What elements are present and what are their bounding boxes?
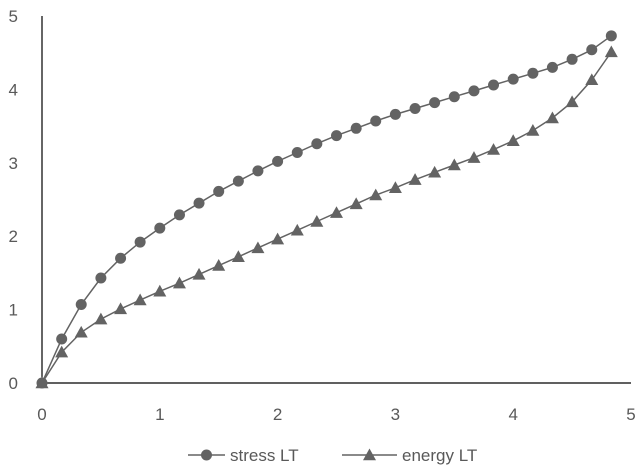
data-point-triangle [369, 188, 383, 201]
x-tick-label: 2 [273, 405, 282, 424]
data-point-circle [95, 272, 107, 284]
data-point-circle [370, 115, 382, 127]
series-line [41, 35, 612, 384]
data-point-circle [586, 44, 598, 56]
y-tick-label: 4 [9, 80, 18, 99]
legend-label: energy LT [402, 446, 477, 465]
data-point-circle [566, 53, 578, 65]
x-tick-label: 3 [391, 405, 400, 424]
data-point-triangle [487, 143, 501, 155]
data-point-circle [429, 97, 441, 109]
data-point-circle [154, 222, 166, 234]
data-point-circle [311, 138, 323, 150]
data-point-triangle [172, 276, 186, 289]
chart-series [35, 30, 618, 389]
y-tick-label: 2 [9, 227, 18, 246]
data-point-triangle [349, 197, 363, 210]
data-point-circle [134, 236, 146, 248]
y-tick-label: 3 [9, 154, 18, 173]
data-point-circle [409, 102, 421, 114]
y-tick-label: 1 [9, 301, 18, 320]
data-point-triangle [114, 302, 128, 315]
chart-legend: stress LT energy LT [188, 446, 477, 465]
data-point-triangle [604, 45, 618, 58]
data-point-triangle [251, 241, 265, 254]
x-tick-label: 1 [155, 405, 164, 424]
legend-triangle-marker [363, 448, 376, 461]
data-point-triangle [212, 259, 226, 271]
data-point-circle [291, 147, 303, 159]
data-point-triangle [192, 267, 206, 280]
data-point-circle [193, 197, 205, 209]
data-point-triangle [585, 73, 599, 86]
legend-item: energy LT [342, 446, 477, 465]
legend-item: stress LT [188, 446, 299, 465]
legend-label: stress LT [230, 446, 299, 465]
data-point-circle [173, 209, 185, 221]
tick-labels: 0 1 2 3 4 5 0 1 2 3 4 5 [9, 7, 636, 424]
data-point-circle [350, 122, 362, 134]
data-point-circle [527, 67, 539, 79]
data-point-triangle [467, 151, 481, 163]
data-point-triangle [330, 206, 343, 218]
chart-axes [41, 16, 631, 384]
data-point-circle [468, 85, 480, 97]
data-point-circle [488, 79, 500, 91]
data-point-circle [272, 155, 284, 167]
data-point-triangle [506, 134, 520, 146]
y-tick-label: 0 [9, 374, 18, 393]
data-point-triangle [271, 232, 285, 245]
data-point-triangle [231, 250, 245, 262]
x-tick-label: 0 [37, 405, 46, 424]
data-point-circle [252, 165, 264, 177]
data-point-circle [331, 130, 342, 142]
data-point-circle [56, 333, 68, 345]
data-point-triangle [388, 181, 402, 193]
x-tick-label: 4 [508, 405, 517, 424]
data-point-circle [605, 30, 617, 42]
data-point-circle [546, 61, 558, 73]
data-point-triangle [290, 223, 304, 236]
data-point-circle [213, 185, 225, 197]
data-point-circle [115, 252, 127, 264]
series-stress-lt [36, 30, 617, 389]
series-energy-lt [35, 45, 618, 389]
data-point-circle [448, 91, 460, 103]
data-point-triangle [310, 215, 324, 227]
legend-circle-marker [201, 449, 212, 461]
y-tick-label: 5 [9, 7, 18, 26]
data-point-circle [75, 298, 87, 310]
data-point-triangle [133, 293, 147, 306]
data-point-triangle [35, 376, 49, 389]
series-line [41, 51, 612, 384]
data-point-circle [389, 108, 401, 120]
data-point-triangle [74, 325, 88, 338]
data-point-triangle [408, 173, 422, 185]
x-tick-label: 5 [626, 405, 635, 424]
data-point-triangle [94, 312, 108, 325]
data-point-triangle [565, 95, 579, 108]
data-point-triangle [545, 111, 559, 124]
data-point-circle [232, 175, 244, 187]
data-point-triangle [447, 158, 461, 171]
data-point-triangle [428, 165, 442, 178]
data-point-triangle [55, 345, 69, 358]
data-point-triangle [526, 124, 540, 136]
data-point-circle [507, 73, 519, 85]
data-point-triangle [153, 284, 167, 297]
